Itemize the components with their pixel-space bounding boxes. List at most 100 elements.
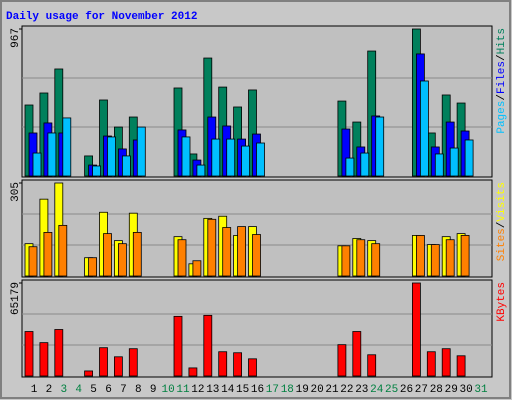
bar xyxy=(345,157,355,177)
bar xyxy=(177,239,187,277)
x-tick-label: 2 xyxy=(46,384,53,396)
bar xyxy=(54,329,64,377)
bar xyxy=(24,331,34,377)
bar xyxy=(84,370,93,377)
bar xyxy=(47,132,57,177)
legend-entry: Visits xyxy=(496,182,508,222)
x-tick-label: 9 xyxy=(150,384,157,396)
bar xyxy=(464,139,474,177)
x-tick-label: 6 xyxy=(105,384,112,396)
bar xyxy=(375,116,385,177)
legend-entry: KBytes xyxy=(496,282,508,322)
bar xyxy=(43,231,53,277)
x-tick-label: 31 xyxy=(474,384,488,396)
bar xyxy=(430,244,440,277)
bar xyxy=(173,315,183,377)
x-tick-label: 7 xyxy=(120,384,127,396)
x-tick-label: 26 xyxy=(400,384,413,396)
bar xyxy=(445,239,455,277)
bar xyxy=(226,138,236,177)
bar xyxy=(456,355,466,377)
x-tick-label: 14 xyxy=(221,384,235,396)
bar xyxy=(419,80,429,177)
bar xyxy=(211,138,221,177)
x-tick-label: 15 xyxy=(236,384,249,396)
x-tick-label: 10 xyxy=(161,384,174,396)
bar xyxy=(371,243,381,277)
x-tick-label: 1 xyxy=(31,384,38,396)
bar xyxy=(222,227,232,277)
chart-title: Daily usage for November 2012 xyxy=(6,11,197,23)
bar xyxy=(99,347,108,377)
bar xyxy=(218,351,228,377)
bar xyxy=(360,152,370,177)
x-tick-label: 18 xyxy=(281,384,294,396)
x-tick-label: 25 xyxy=(385,384,398,396)
legend-entry: Pages xyxy=(496,101,508,134)
bar xyxy=(107,136,116,177)
x-tick-label: 30 xyxy=(459,384,472,396)
x-tick-label: 21 xyxy=(325,384,339,396)
bar xyxy=(341,245,351,277)
y-tick-label: 65179 xyxy=(10,282,22,315)
bar xyxy=(367,354,377,377)
bar xyxy=(192,260,202,277)
legend-separator: / xyxy=(496,54,508,61)
bar xyxy=(128,348,138,377)
x-tick-label: 17 xyxy=(266,384,279,396)
legend-separator: / xyxy=(496,94,508,101)
bar xyxy=(241,145,251,177)
bar xyxy=(233,352,243,377)
bar xyxy=(136,126,146,177)
bar xyxy=(434,153,444,177)
bar xyxy=(196,164,206,177)
legend-separator: / xyxy=(496,222,508,229)
bar xyxy=(207,218,217,277)
bar xyxy=(132,231,142,277)
bar xyxy=(39,342,49,377)
bar xyxy=(256,142,265,177)
bar xyxy=(32,152,42,177)
x-tick-label: 19 xyxy=(296,384,309,396)
x-tick-label: 28 xyxy=(430,384,443,396)
legend-entry: Files xyxy=(496,61,508,94)
y-tick-label: 305 xyxy=(10,182,22,202)
panel xyxy=(21,279,493,378)
bar xyxy=(337,344,347,377)
legend: Pages/Files/Hits xyxy=(496,28,508,134)
y-tick-label: 967 xyxy=(10,28,22,48)
x-tick-label: 24 xyxy=(370,384,384,396)
x-tick-label: 27 xyxy=(415,384,428,396)
bar xyxy=(203,314,213,377)
x-tick-label: 23 xyxy=(355,384,368,396)
x-tick-label: 16 xyxy=(251,384,264,396)
bar xyxy=(88,257,97,277)
bar xyxy=(356,239,366,277)
bar xyxy=(449,147,459,177)
bar xyxy=(114,356,123,377)
bar xyxy=(252,234,261,277)
bar xyxy=(62,117,72,177)
x-tick-label: 11 xyxy=(176,384,190,396)
legend: Sites/Visits xyxy=(496,182,508,261)
x-tick-label: 5 xyxy=(90,384,97,396)
bar xyxy=(411,282,421,377)
bar xyxy=(248,358,257,377)
x-tick-label: 29 xyxy=(445,384,458,396)
bar xyxy=(92,165,101,177)
x-tick-label: 20 xyxy=(310,384,323,396)
x-tick-label: 13 xyxy=(206,384,219,396)
legend-entry: Hits xyxy=(496,28,508,54)
legend-entry: Sites xyxy=(496,228,508,261)
legend: KBytes xyxy=(496,282,508,322)
bar xyxy=(28,246,38,277)
x-tick-label: 22 xyxy=(340,384,353,396)
bar xyxy=(188,367,198,377)
bar xyxy=(352,331,362,377)
bar xyxy=(460,235,470,277)
bar xyxy=(426,351,436,377)
x-tick-label: 8 xyxy=(135,384,142,396)
bar xyxy=(58,224,68,277)
